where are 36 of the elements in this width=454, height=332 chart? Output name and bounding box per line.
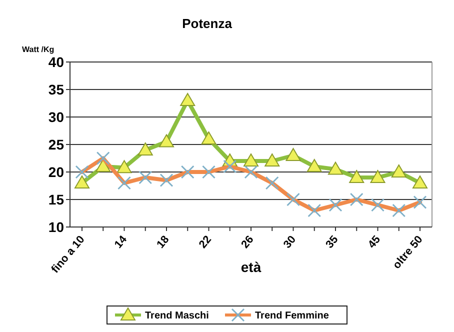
y-tick-label: 20 — [48, 164, 64, 180]
x-tick-label: 35 — [324, 234, 341, 251]
y-tick-label: 40 — [48, 54, 64, 70]
legend-label: Trend Maschi — [145, 310, 210, 322]
x-axis-title: età — [240, 259, 262, 275]
point — [306, 159, 322, 172]
point — [244, 154, 258, 166]
y-tick-label: 10 — [48, 218, 64, 235]
point — [74, 176, 90, 188]
x-tick-label: 45 — [366, 234, 383, 251]
point — [412, 176, 428, 188]
point — [138, 142, 153, 156]
legend-label: Trend Femmine — [255, 310, 330, 322]
y-tick-label: 25 — [48, 136, 64, 152]
x-tick-label: 22 — [196, 234, 214, 251]
y-tick-label: 15 — [48, 191, 64, 208]
x-tick-label: 26 — [239, 234, 256, 251]
point — [328, 162, 343, 175]
x-tick-label: 18 — [154, 234, 172, 251]
point — [391, 164, 406, 178]
point — [201, 132, 216, 144]
x-tick-label: fino a 10 — [49, 234, 88, 276]
x-tick-label: 14 — [112, 233, 130, 251]
point — [286, 148, 301, 161]
point — [180, 93, 196, 106]
y-tick-label: 35 — [48, 81, 64, 98]
y-tick-label: 30 — [48, 108, 64, 125]
point — [96, 159, 111, 172]
point — [116, 160, 132, 174]
point — [349, 170, 364, 183]
y-axis-title: Watt /Kg — [22, 45, 54, 54]
x-tick-label: 30 — [281, 234, 298, 251]
point — [370, 170, 386, 183]
chart-title: Potenza — [182, 16, 233, 31]
point — [159, 134, 174, 148]
point — [264, 154, 280, 166]
